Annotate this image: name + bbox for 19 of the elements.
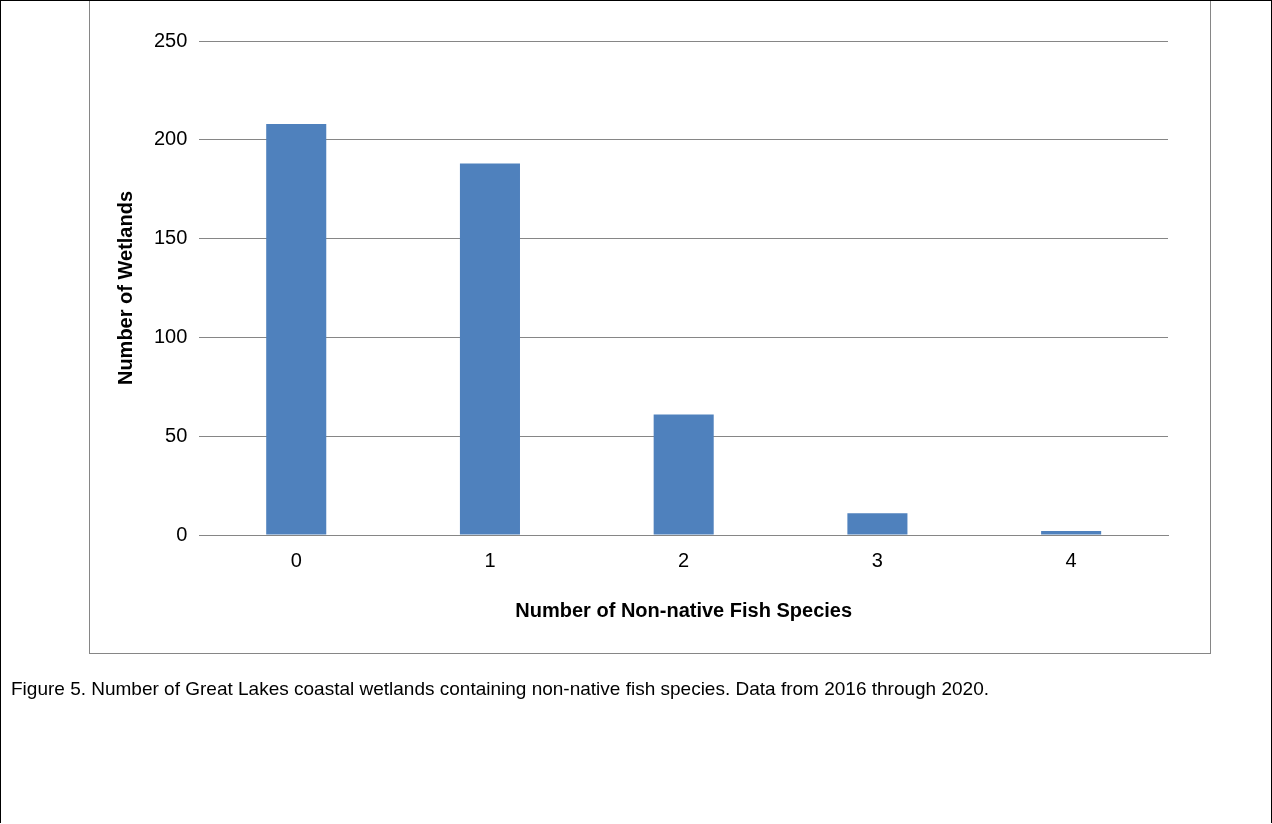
caption: Figure 5. Number of Great Lakes coastal wetlands containing non-native fish species. Data from 2016 through 2020. xyxy=(11,677,990,701)
bar xyxy=(459,163,520,535)
x-tick-label: 2 xyxy=(678,548,690,571)
y-tick-label: 50 xyxy=(165,423,188,446)
x-tick-label: 4 xyxy=(1065,548,1077,571)
x-tick-label: 3 xyxy=(871,548,883,571)
bar xyxy=(653,414,714,535)
y-tick-label: 100 xyxy=(153,324,188,347)
y-tick-label: 150 xyxy=(153,226,188,249)
y-tick-label: 200 xyxy=(153,127,188,150)
x-tick-label: 0 xyxy=(290,548,302,571)
x-axis-title: Number of Non-native Fish Species xyxy=(515,598,853,621)
bar xyxy=(1041,531,1102,535)
bar xyxy=(847,513,908,535)
y-tick-label: 250 xyxy=(153,28,188,51)
bar xyxy=(266,123,327,535)
y-axis-title: Number of Wetlands xyxy=(113,190,136,386)
y-tick-label: 0 xyxy=(176,522,188,545)
x-tick-label: 1 xyxy=(484,548,496,571)
